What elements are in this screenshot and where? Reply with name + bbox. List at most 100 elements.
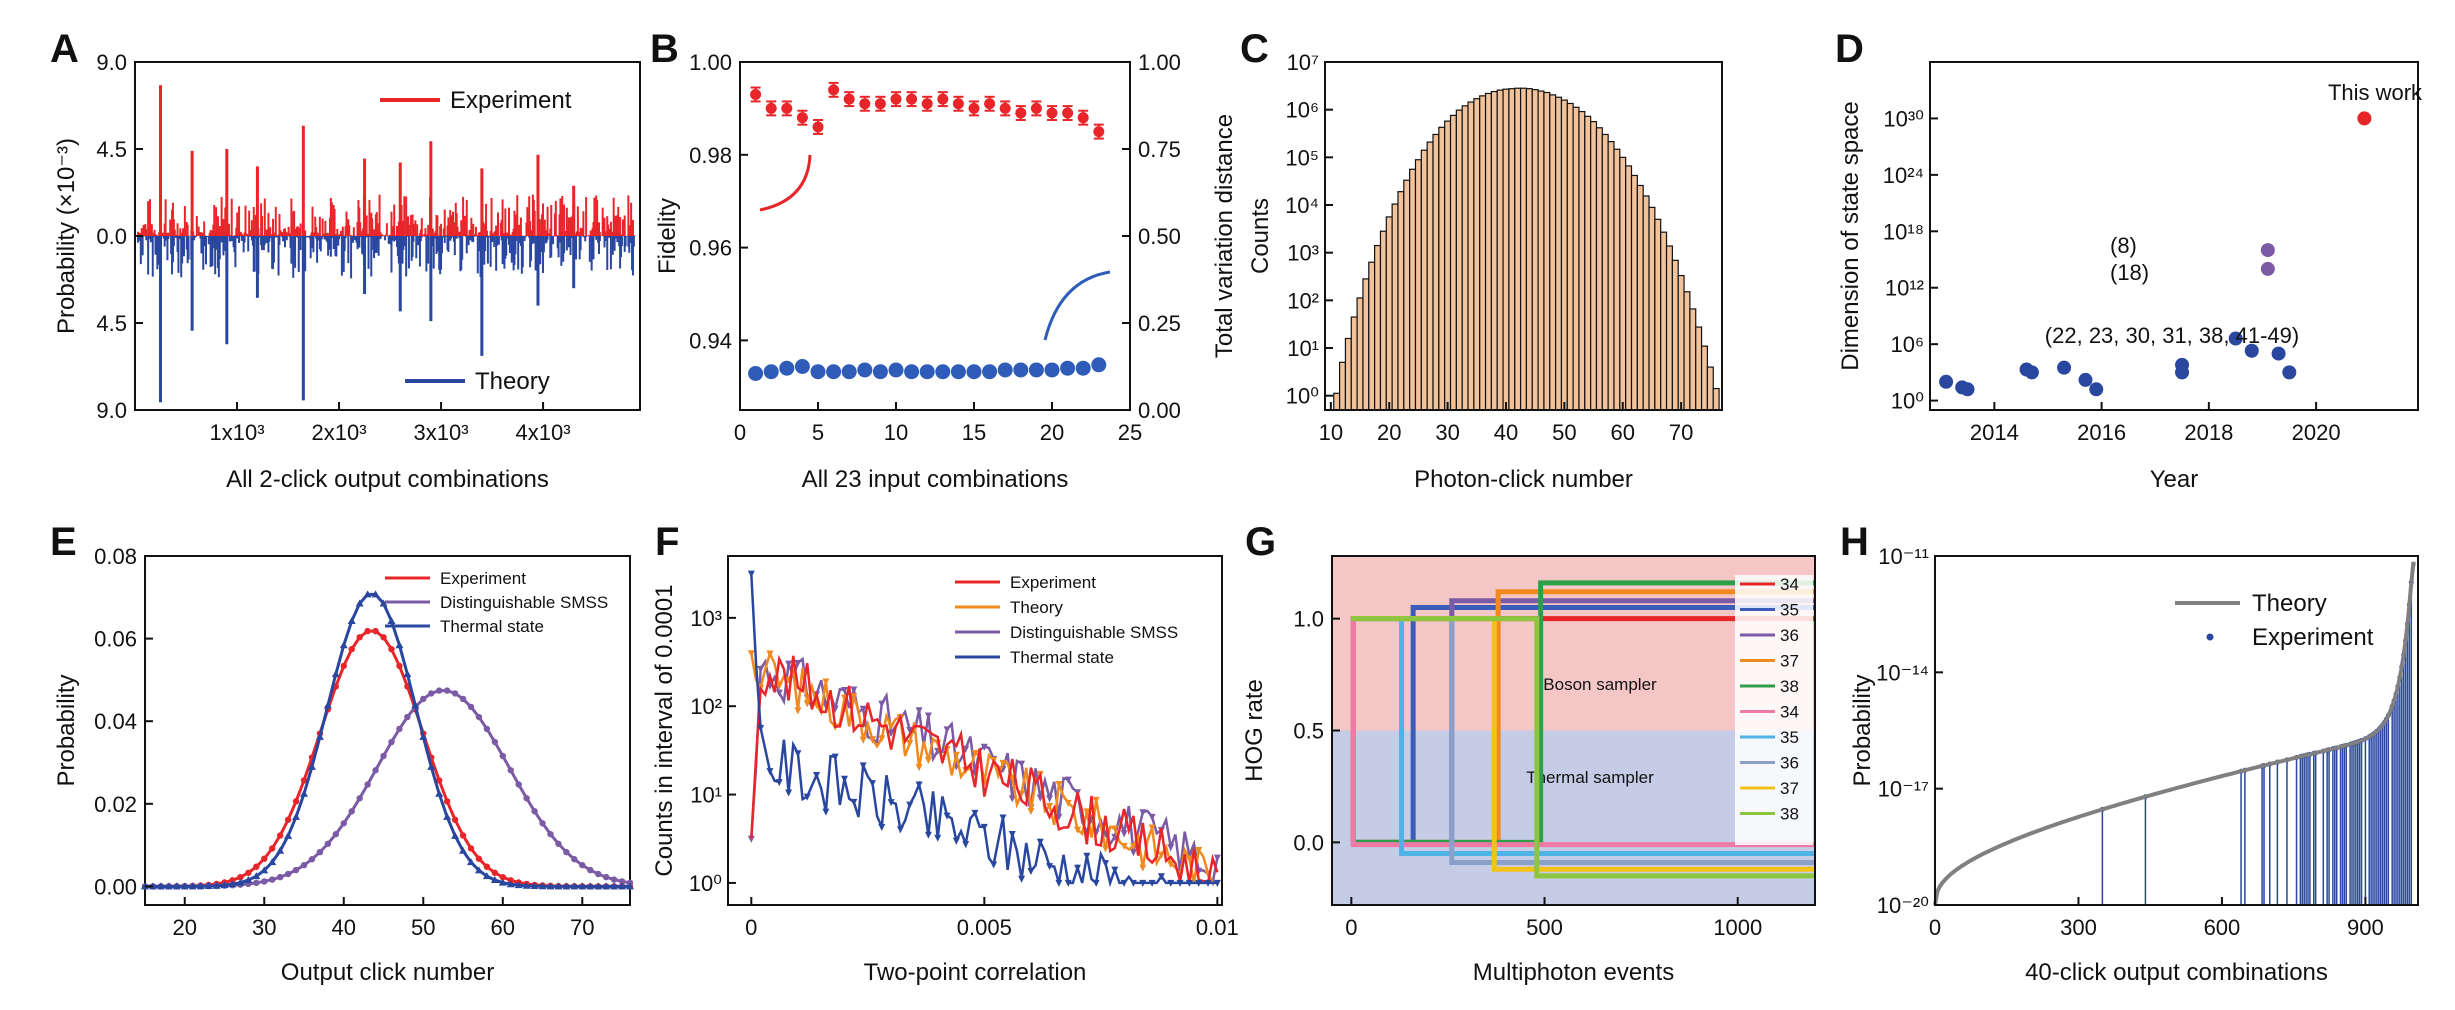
histogram-bar: [1555, 96, 1563, 411]
series-marker: [395, 641, 404, 649]
series-marker: [878, 823, 886, 831]
series-marker: [307, 762, 316, 770]
series-marker: [999, 814, 1007, 822]
panel-letter-g: G: [1245, 520, 1276, 564]
series-marker: [887, 729, 895, 737]
x-tick-label: 20: [173, 915, 197, 940]
series-marker: [324, 840, 332, 847]
histogram-bar: [1654, 218, 1662, 411]
fidelity-point: [937, 93, 949, 105]
series-marker: [269, 845, 276, 852]
x-axis-label: Two-point correlation: [864, 959, 1087, 986]
series-marker: [315, 732, 324, 740]
y2-tick-label: 0.50: [1138, 224, 1181, 249]
series-marker: [515, 781, 522, 788]
series-marker: [1176, 879, 1184, 887]
histogram-bar: [1549, 94, 1557, 411]
series-marker: [924, 757, 932, 765]
y-tick-label: 10³⁰: [1883, 106, 1924, 131]
x-tick-label: 25: [1118, 420, 1142, 445]
series-marker: [1018, 760, 1026, 768]
series-marker: [1036, 838, 1044, 846]
series-marker: [396, 725, 403, 733]
histogram-bar: [1537, 90, 1545, 411]
theory-bars: [137, 236, 636, 403]
histogram-bar: [1572, 106, 1580, 411]
series-marker: [1046, 863, 1054, 871]
series-marker: [523, 795, 530, 802]
series-marker: [387, 616, 396, 624]
panel-g: Boson sampler Thermal sampler 0.0 0.5 1.0 0 50…: [1241, 555, 1816, 986]
x-tick-label: 60: [1611, 420, 1635, 445]
legend-theory-label: Theory: [2252, 590, 2327, 617]
tvd-point: [794, 359, 810, 374]
series-marker: [1055, 879, 1063, 887]
fidelity-point: [1015, 107, 1027, 119]
y-tick-label: 10⁰: [1891, 389, 1924, 414]
x-tick-label: 0: [1345, 915, 1357, 940]
panel-letter-b: B: [650, 27, 679, 71]
series-marker: [555, 840, 562, 847]
series-marker: [427, 762, 436, 770]
series-marker: [794, 707, 802, 715]
series-marker: [451, 690, 459, 697]
fidelity-point: [984, 98, 996, 110]
series-marker: [803, 700, 811, 708]
series-marker: [498, 878, 507, 886]
histogram-bar: [1590, 120, 1598, 411]
panel-letter-d: D: [1835, 27, 1864, 71]
panel-c: 10⁰ 10¹ 10² 10³ 10⁴ 10⁵ 10⁶ 10⁷ 10 20 30 40 50 60 70 Ph…: [1247, 50, 1723, 493]
series-marker: [924, 831, 932, 839]
histogram-bar: [1665, 245, 1673, 411]
series-marker: [924, 712, 932, 720]
x-tick-label: 300: [2060, 915, 2097, 940]
y-tick-label: 9.0: [96, 398, 127, 423]
series-marker: [1139, 809, 1147, 817]
y-tick-label: 10²: [1287, 288, 1319, 313]
y-tick-label: 10⁰: [689, 871, 722, 896]
data-point: [2228, 331, 2243, 346]
x-axis-label: All 23 input combinations: [802, 466, 1069, 493]
series-marker: [396, 662, 403, 670]
series-marker: [245, 869, 252, 876]
legend-label: 34: [1780, 575, 1799, 594]
panel-letter-c: C: [1240, 27, 1269, 71]
tvd-point: [857, 362, 873, 378]
histogram-bar: [1426, 141, 1434, 411]
series-marker: [491, 869, 499, 876]
series-marker: [610, 882, 619, 890]
plot-frame: [144, 555, 631, 906]
tvd-point: [904, 364, 920, 380]
histogram-bar: [1391, 203, 1399, 411]
series-marker: [380, 752, 387, 760]
histogram-bar: [1677, 274, 1685, 411]
fidelity-point: [765, 102, 777, 114]
histogram-bar: [1683, 291, 1691, 411]
histogram-bar: [1543, 91, 1551, 411]
series-marker: [1213, 879, 1221, 887]
y-tick-label: 4.5: [96, 137, 127, 162]
histogram-bar: [1362, 278, 1370, 411]
series-marker: [172, 882, 181, 890]
series-marker: [491, 738, 499, 746]
series-marker: [261, 855, 268, 862]
series-marker: [1074, 864, 1082, 872]
series-marker: [244, 876, 253, 884]
fidelity-point: [843, 93, 855, 105]
series-line: [144, 689, 631, 888]
series-marker: [451, 831, 460, 839]
annotation-ref-8: (8): [2110, 233, 2137, 258]
histogram-bar: [1619, 156, 1627, 411]
histogram-bar: [1490, 90, 1498, 411]
x-tick-label: 2014: [1970, 420, 2019, 445]
series-marker: [474, 866, 483, 874]
x-axis-label: Multiphoton events: [1473, 959, 1674, 986]
series-marker: [475, 713, 483, 721]
series-marker: [323, 701, 332, 709]
series-marker: [1139, 864, 1147, 872]
y-tick-label: 10²: [690, 694, 722, 719]
fidelity-point: [874, 98, 886, 110]
series-marker: [1064, 799, 1072, 807]
plot-frame: [727, 555, 1223, 906]
series-marker: [276, 846, 285, 854]
